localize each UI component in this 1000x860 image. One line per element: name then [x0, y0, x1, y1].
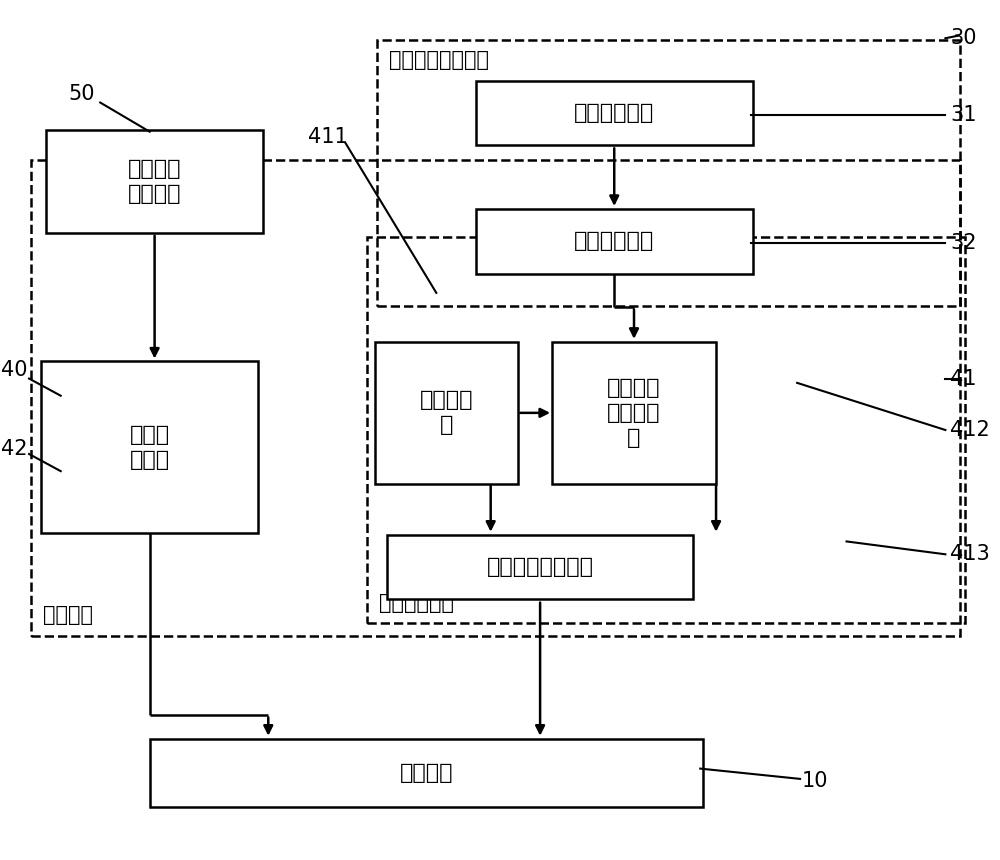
- Text: 颜色分析单元: 颜色分析单元: [574, 231, 654, 251]
- Bar: [552, 342, 716, 483]
- Bar: [46, 130, 263, 233]
- Bar: [31, 160, 960, 636]
- Text: 行驶信息
获取单元: 行驶信息 获取单元: [128, 159, 181, 204]
- Text: 存储子单
元: 存储子单 元: [419, 390, 473, 435]
- Bar: [476, 81, 753, 145]
- Bar: [375, 342, 518, 483]
- Bar: [476, 209, 753, 273]
- Bar: [377, 40, 960, 305]
- Text: 50: 50: [69, 84, 95, 104]
- Text: 10: 10: [802, 771, 829, 791]
- Text: 环境颜色获取模块: 环境颜色获取模块: [389, 50, 489, 71]
- Text: 41: 41: [950, 369, 977, 389]
- Text: 环境色相
确定子单
元: 环境色相 确定子单 元: [607, 378, 661, 448]
- Bar: [41, 361, 258, 533]
- Text: 30: 30: [950, 28, 977, 48]
- Text: 413: 413: [950, 544, 990, 564]
- Bar: [367, 237, 965, 623]
- Bar: [150, 739, 703, 808]
- Text: 颜色控制单元: 颜色控制单元: [379, 593, 454, 612]
- Text: 411: 411: [308, 126, 348, 147]
- Text: 图像采集单元: 图像采集单元: [574, 103, 654, 123]
- Text: 412: 412: [950, 420, 990, 440]
- Text: 投影模块: 投影模块: [400, 763, 453, 783]
- Text: 内容控
制单元: 内容控 制单元: [130, 425, 170, 470]
- Text: 31: 31: [950, 105, 977, 125]
- Text: 32: 32: [950, 233, 977, 253]
- Text: 控制模块: 控制模块: [43, 605, 93, 625]
- Text: 40: 40: [1, 360, 28, 380]
- Text: 42: 42: [1, 439, 28, 459]
- Text: 互补色获取子单元: 互补色获取子单元: [487, 557, 594, 577]
- Bar: [387, 535, 693, 599]
